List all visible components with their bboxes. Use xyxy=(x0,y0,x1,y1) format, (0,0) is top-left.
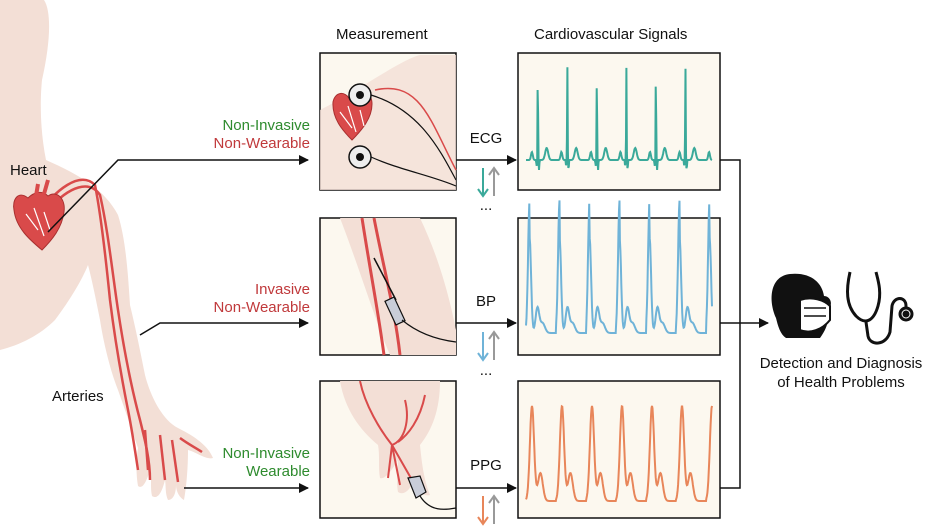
bp-label: BP xyxy=(475,293,496,310)
stethoscope-icon xyxy=(846,271,914,345)
body-silhouette xyxy=(0,0,213,500)
ppg-label: PPG xyxy=(470,457,502,474)
heart-icon xyxy=(13,179,65,251)
signals-header: Cardiovascular Signals xyxy=(534,26,688,43)
ppg-waveform xyxy=(525,404,713,502)
ecg-waveform xyxy=(526,67,713,170)
arteries-label: Arteries xyxy=(52,388,104,405)
ecg-label: ECG xyxy=(469,130,503,147)
row3-line1-label: Non-Invasive xyxy=(222,445,310,462)
row2-line2-label: Non-Wearable xyxy=(213,299,310,316)
measurement-header: Measurement xyxy=(336,26,428,43)
merge-connectors xyxy=(720,159,769,489)
measurement-panel-bp xyxy=(319,217,457,356)
bp-waveform xyxy=(525,200,713,334)
bp-updown-arrows xyxy=(477,330,500,362)
heart-label: Heart xyxy=(10,162,47,179)
row1-line2-label: Non-Wearable xyxy=(213,135,310,152)
row3-line2-label: Wearable xyxy=(246,463,310,480)
ecg-updown-arrows xyxy=(477,166,500,198)
row1-line1-label: Non-Invasive xyxy=(222,117,310,134)
measurement-panel-ppg xyxy=(319,380,457,519)
ppg-updown-arrows xyxy=(477,494,500,526)
signal-panel-ecg xyxy=(517,52,721,191)
ellipsis-1: ... xyxy=(479,197,493,214)
row2-line1-label: Invasive xyxy=(254,281,310,298)
signal-panel-bp xyxy=(517,200,721,356)
measurement-panel-ecg xyxy=(319,52,457,191)
ellipsis-2: ... xyxy=(479,362,493,379)
output-line2: of Health Problems xyxy=(777,374,905,391)
body-connectors xyxy=(47,155,309,493)
signal-panel-ppg xyxy=(517,380,721,519)
masked-doctor-icon xyxy=(771,273,831,338)
signal-arrows xyxy=(456,155,517,493)
output-line1: Detection and Diagnosis xyxy=(759,355,923,372)
